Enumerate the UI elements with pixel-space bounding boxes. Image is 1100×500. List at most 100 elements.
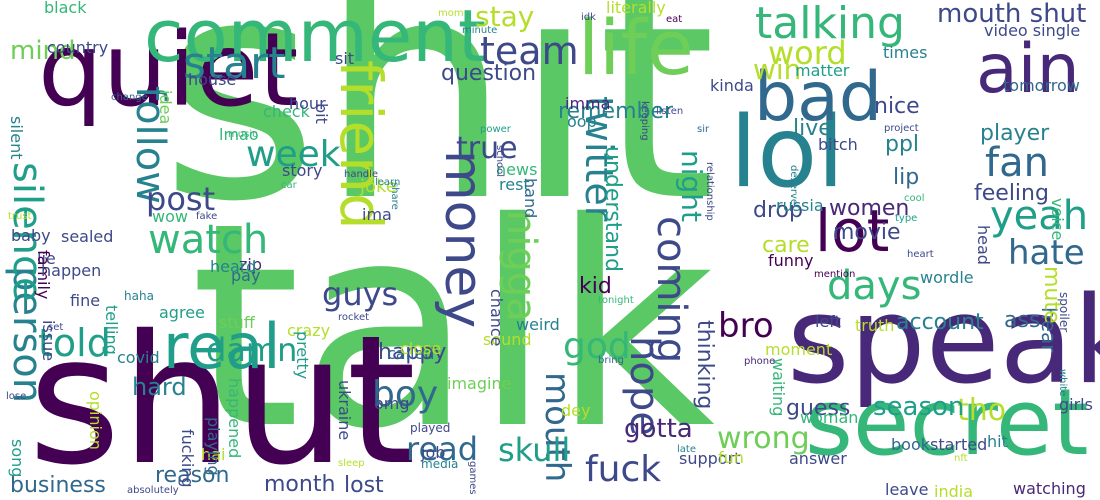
word-talking: talking	[755, 0, 905, 49]
word-tomorrow: tomorrow	[1003, 76, 1080, 95]
word-keeping: keeping	[639, 101, 650, 141]
word-night: night	[675, 150, 708, 223]
word-change: change	[111, 92, 148, 103]
word-girls: girls	[1059, 395, 1093, 414]
word-hard: hard	[132, 373, 187, 401]
word-playing: playing	[204, 417, 223, 476]
word-movie: movie	[833, 220, 901, 245]
word-deserve: deserve	[788, 165, 799, 206]
word-guys: guys	[322, 275, 399, 313]
word-car: car	[281, 180, 297, 191]
word-ima: ima	[362, 205, 392, 224]
word-ukraine: ukraine	[335, 380, 354, 441]
word-haha: haha	[124, 289, 154, 303]
word-live: live	[793, 116, 832, 141]
word-leave: leave	[885, 480, 929, 499]
word-sit: sit	[335, 49, 355, 68]
word-fun: fun	[718, 448, 744, 467]
word-phone: phone	[744, 356, 776, 367]
word-nice: nice	[874, 94, 920, 119]
word-tho: tho	[957, 393, 1007, 428]
word-shut: shut	[28, 297, 417, 500]
word-media: media	[421, 457, 459, 471]
word-lose: lose	[6, 391, 27, 402]
word-sound: sound	[483, 330, 532, 349]
word-chance: chance	[487, 289, 506, 347]
word-month: month	[264, 472, 336, 497]
word-bad: bad	[754, 58, 882, 137]
word-watching: watching	[1013, 479, 1086, 498]
word-bro: bro	[718, 306, 774, 346]
word-rocket: rocket	[338, 312, 370, 323]
word-cool: cool	[904, 193, 925, 204]
word-project: project	[884, 123, 919, 134]
word-god: god	[563, 326, 631, 367]
word-tonight: tonight	[598, 295, 634, 306]
word-drop: drop	[753, 198, 803, 223]
word-lip: lip	[893, 165, 920, 190]
word-relationship: relationship	[704, 162, 715, 221]
word-hai: hai	[201, 445, 226, 464]
word-mention: mention	[814, 269, 856, 280]
word-heart: heart	[907, 249, 934, 260]
word-russia: russia	[776, 196, 824, 215]
word-music: music	[228, 129, 258, 140]
word-opinion: opinion	[86, 391, 105, 450]
word-sealed: sealed	[61, 227, 114, 246]
word-week: week	[246, 134, 341, 175]
word-wrong: wrong	[717, 421, 810, 456]
word-question: question	[441, 61, 537, 86]
word-speak: speak	[787, 272, 1100, 411]
word-happened: happened	[225, 378, 244, 459]
word-handle: handle	[344, 169, 379, 180]
word-wordle: wordle	[920, 268, 974, 287]
word-woman: woman	[800, 408, 859, 427]
word-support: support	[679, 449, 741, 468]
word-damn: damn	[206, 331, 298, 369]
word-india: india	[934, 482, 973, 500]
word-thinking: thinking	[692, 320, 717, 410]
word-absolutely: absolutely	[127, 485, 179, 496]
word-late: late	[677, 444, 696, 455]
word-rest: rest	[499, 175, 530, 194]
word-book: book	[891, 435, 930, 454]
word-joke: joke	[360, 176, 397, 197]
word-job: job	[421, 443, 446, 462]
word-lost: lost	[344, 473, 384, 498]
word-news: news	[496, 160, 538, 179]
word-head: head	[974, 225, 993, 265]
word-quiet: quiet	[38, 11, 299, 130]
word-school: school	[494, 145, 505, 178]
word-account: account	[896, 310, 984, 335]
word-boy: boy	[372, 374, 439, 415]
word-ain: ain	[976, 30, 1080, 109]
word-real: real	[163, 310, 281, 383]
word-sleep: sleep	[338, 458, 365, 469]
word-check: check	[263, 102, 310, 121]
word-bitch: bitch	[818, 135, 858, 154]
word-fake: fake	[196, 211, 218, 222]
word-kinda: kinda	[710, 76, 754, 95]
word-power: power	[480, 124, 511, 135]
word-video-single: video single	[984, 21, 1081, 40]
word-country: country	[47, 38, 109, 57]
word-set: set	[48, 322, 64, 333]
word-kid: kid	[579, 274, 612, 299]
word-heard: heard	[210, 257, 257, 276]
word-true: true	[456, 131, 518, 166]
word-yeah: yeah	[990, 193, 1089, 239]
word-mouth-shut: mouth shut	[937, 0, 1087, 29]
word-hour: hour	[289, 94, 326, 113]
word-black: black	[44, 0, 87, 17]
word-matter: matter	[795, 61, 850, 80]
word-crazy: crazy	[287, 321, 331, 340]
word-sir: sir	[697, 124, 710, 135]
word-played: played	[410, 421, 451, 435]
word-women: women	[829, 196, 910, 221]
word-remember: remember	[558, 99, 674, 124]
word-spoiler: spoiler	[1057, 292, 1071, 333]
word-wow: wow	[152, 207, 188, 226]
word-learn: learn	[375, 177, 401, 188]
word-left: left	[815, 312, 841, 331]
word-share: share	[389, 182, 400, 210]
